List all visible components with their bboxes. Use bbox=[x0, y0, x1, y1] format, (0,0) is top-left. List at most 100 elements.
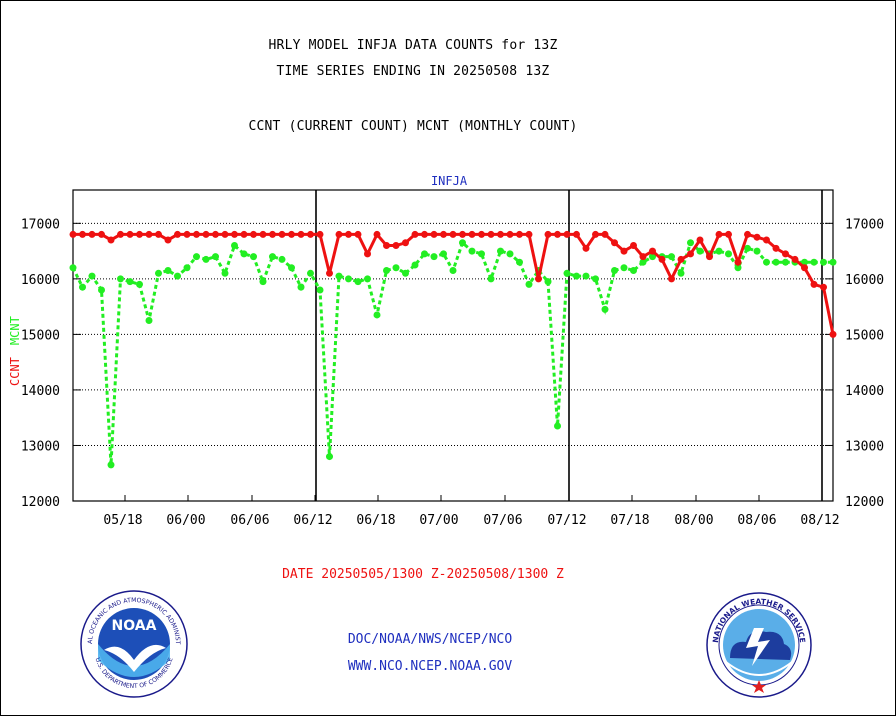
ccnt-point-77 bbox=[801, 264, 808, 272]
ccnt-point-49 bbox=[535, 275, 542, 283]
ccnt-point-50 bbox=[544, 230, 552, 238]
ccnt-point-78 bbox=[810, 280, 818, 288]
ccnt-point-40 bbox=[449, 230, 457, 238]
mcnt-point-69 bbox=[725, 250, 732, 258]
xtick-label-5: 07/00 bbox=[419, 513, 458, 528]
ccnt-point-18 bbox=[240, 230, 248, 238]
ccnt-point-80 bbox=[829, 330, 837, 338]
mcnt-point-7 bbox=[136, 280, 143, 288]
mcnt-point-45 bbox=[497, 247, 504, 255]
ccnt-point-47 bbox=[516, 230, 523, 238]
mcnt-point-77 bbox=[801, 258, 808, 266]
mcnt-point-52 bbox=[563, 269, 571, 277]
mcnt-point-16 bbox=[221, 269, 229, 277]
mcnt-point-38 bbox=[430, 253, 438, 261]
mcnt-point-65 bbox=[687, 239, 694, 247]
xtick-label-0: 05/18 bbox=[103, 513, 142, 528]
ccnt-point-68 bbox=[715, 230, 723, 238]
ccnt-point-23 bbox=[288, 230, 295, 238]
ccnt-point-60 bbox=[639, 253, 647, 261]
mcnt-point-27 bbox=[326, 453, 333, 461]
mcnt-point-63 bbox=[668, 253, 675, 261]
mcnt-point-54 bbox=[582, 272, 590, 280]
mcnt-point-29 bbox=[345, 275, 352, 283]
ytick-label-left-0: 12000 bbox=[21, 495, 60, 510]
mcnt-point-74 bbox=[772, 258, 780, 266]
chart-title-line3: CCNT (CURRENT COUNT) MCNT (MONTHLY COUNT… bbox=[248, 119, 578, 134]
ccnt-point-55 bbox=[592, 230, 599, 238]
ytick-label-left-3: 15000 bbox=[21, 328, 60, 343]
ytick-label-left-1: 13000 bbox=[21, 439, 60, 454]
mcnt-point-41 bbox=[459, 239, 466, 247]
ccnt-point-31 bbox=[364, 250, 371, 258]
mcnt-point-55 bbox=[592, 275, 599, 283]
ccnt-point-57 bbox=[611, 239, 618, 247]
mcnt-point-12 bbox=[183, 264, 191, 272]
ccnt-point-32 bbox=[373, 230, 381, 238]
ccnt-point-5 bbox=[117, 230, 124, 238]
ccnt-point-52 bbox=[563, 230, 571, 238]
mcnt-point-75 bbox=[782, 258, 789, 266]
noaa-logo: NOAA NATIONAL OCEANIC AND ATMOSPHERIC AD… bbox=[80, 590, 188, 698]
xtick-label-11: 08/12 bbox=[800, 513, 839, 528]
mcnt-point-61 bbox=[649, 253, 656, 261]
mcnt-point-32 bbox=[373, 311, 381, 319]
mcnt-point-58 bbox=[620, 264, 628, 272]
ytick-label-left-4: 16000 bbox=[21, 273, 60, 288]
ccnt-point-75 bbox=[782, 250, 789, 258]
ytick-label-right-1: 13000 bbox=[845, 439, 884, 454]
mcnt-point-50 bbox=[544, 278, 552, 286]
mcnt-point-68 bbox=[715, 247, 723, 255]
ytick-label-right-2: 14000 bbox=[845, 384, 884, 399]
ccnt-point-74 bbox=[772, 244, 780, 252]
mcnt-point-39 bbox=[440, 250, 447, 258]
ccnt-point-71 bbox=[744, 230, 751, 238]
ccnt-point-14 bbox=[202, 230, 210, 238]
mcnt-point-17 bbox=[231, 242, 238, 250]
mcnt-point-48 bbox=[525, 280, 533, 288]
footer-link-website[interactable]: WWW.NCO.NCEP.NOAA.GOV bbox=[347, 659, 513, 674]
mcnt-point-18 bbox=[240, 250, 248, 258]
ccnt-point-42 bbox=[468, 230, 476, 238]
mcnt-point-9 bbox=[155, 269, 162, 277]
mcnt-point-46 bbox=[506, 250, 514, 258]
ccnt-point-41 bbox=[459, 230, 466, 238]
ccnt-point-29 bbox=[345, 230, 352, 238]
mcnt-point-26 bbox=[316, 286, 324, 294]
mcnt-point-43 bbox=[478, 250, 485, 258]
mcnt-point-22 bbox=[278, 255, 286, 263]
mcnt-point-19 bbox=[250, 253, 257, 261]
mcnt-point-30 bbox=[354, 278, 362, 286]
mcnt-point-20 bbox=[259, 278, 267, 286]
mcnt-point-37 bbox=[421, 250, 428, 258]
ccnt-point-56 bbox=[601, 230, 609, 238]
ytick-label-right-0: 12000 bbox=[845, 495, 884, 510]
mcnt-point-31 bbox=[364, 275, 371, 283]
ccnt-point-17 bbox=[231, 230, 238, 238]
mcnt-point-78 bbox=[810, 258, 818, 266]
ccnt-point-63 bbox=[668, 275, 675, 283]
ccnt-point-61 bbox=[649, 247, 656, 255]
ccnt-point-34 bbox=[392, 242, 400, 250]
mcnt-point-25 bbox=[307, 269, 314, 277]
ytick-label-left-5: 17000 bbox=[21, 217, 60, 232]
mcnt-point-2 bbox=[88, 272, 96, 280]
ccnt-point-35 bbox=[402, 239, 409, 247]
mcnt-point-14 bbox=[202, 255, 210, 263]
xtick-label-1: 06/00 bbox=[166, 513, 205, 528]
ccnt-point-64 bbox=[677, 255, 685, 263]
ccnt-point-1 bbox=[79, 230, 86, 238]
ccnt-point-65 bbox=[687, 250, 694, 258]
mcnt-point-10 bbox=[164, 267, 172, 275]
ytick-label-left-2: 14000 bbox=[21, 384, 60, 399]
footer-link-doc[interactable]: DOC/NOAA/NWS/NCEP/NCO bbox=[347, 632, 513, 647]
mcnt-point-33 bbox=[383, 267, 390, 275]
date-range-label: DATE 20250505/1300 Z-20250508/1300 Z bbox=[282, 567, 564, 582]
ccnt-point-3 bbox=[98, 230, 105, 238]
nws-logo: NATIONAL WEATHER SERVICE bbox=[706, 592, 812, 698]
ccnt-point-43 bbox=[478, 230, 485, 238]
ccnt-point-11 bbox=[174, 230, 181, 238]
ccnt-point-72 bbox=[753, 233, 761, 241]
ytick-label-right-3: 15000 bbox=[845, 328, 884, 343]
